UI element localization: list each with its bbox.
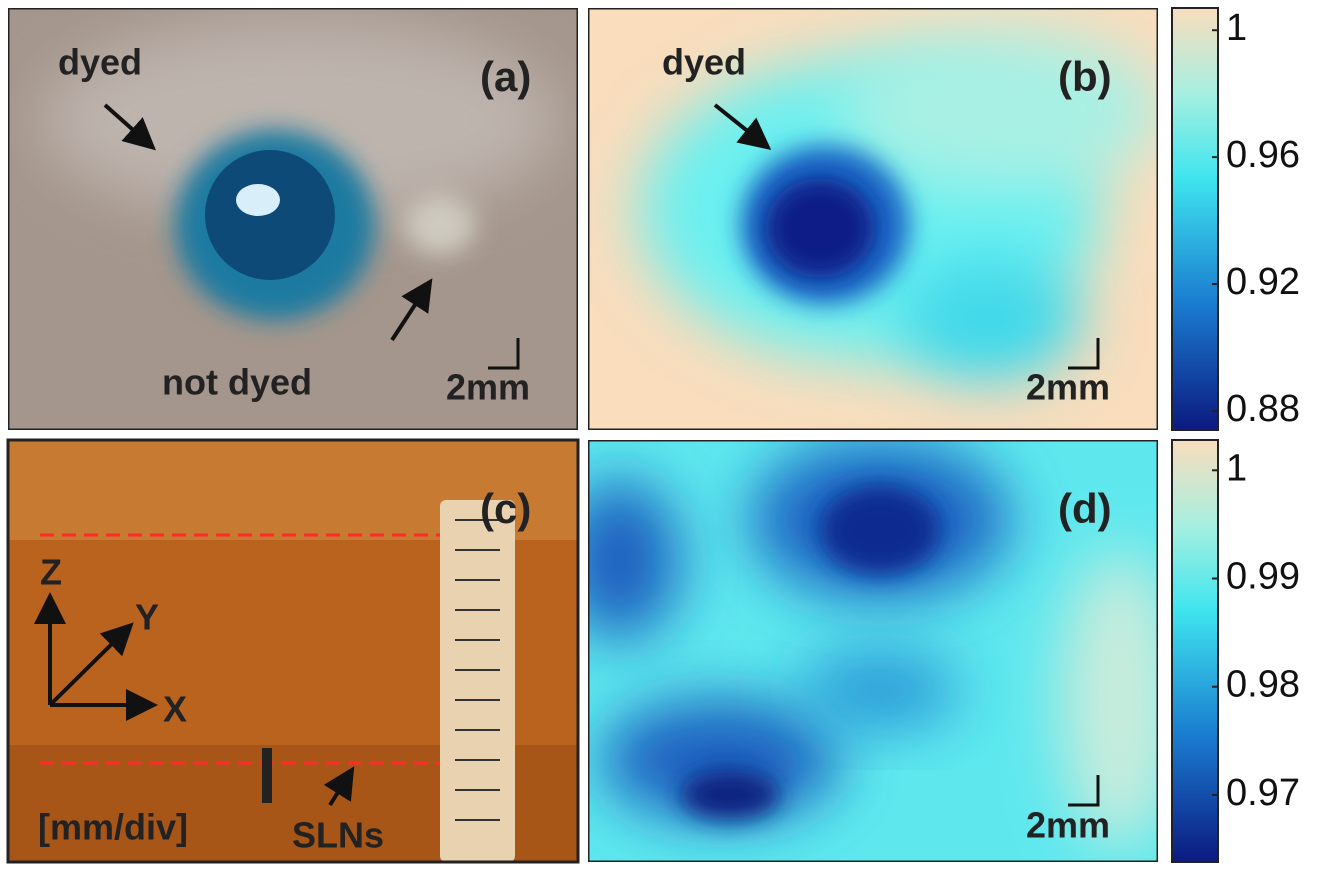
panel-label: (d) — [1058, 485, 1112, 532]
scale-bar-label: 2mm — [1026, 367, 1110, 408]
colorbar-tick-label: 0.99 — [1226, 556, 1300, 598]
annotation: dyed — [662, 42, 746, 83]
scale-bar-label: 2mm — [446, 367, 530, 408]
panel-label: (c) — [480, 485, 531, 532]
colorbar-tick-label: 0.92 — [1226, 261, 1300, 303]
panel-label: (a) — [480, 53, 531, 100]
annotation: [mm/div] — [38, 807, 188, 848]
colorbar — [1172, 8, 1218, 430]
axis-label: X — [163, 689, 187, 730]
axis-label: Z — [40, 552, 62, 593]
figure: (a) dyed not dyed 2mm (b) dyed 2mm (c) Z… — [0, 0, 1340, 871]
annotation: dyed — [58, 42, 142, 83]
scale-bar-label: 2mm — [1026, 805, 1110, 846]
colorbar-tick-label: 0.97 — [1226, 772, 1300, 814]
colorbars: 1 0.96 0.92 0.88 1 0.99 0.98 0.97 — [1172, 7, 1300, 862]
axis-label: Y — [135, 597, 159, 638]
annotation: SLNs — [292, 815, 384, 856]
colorbar-tick-label: 0.96 — [1226, 134, 1300, 176]
colorbar-tick-label: 0.88 — [1226, 388, 1300, 430]
colorbar — [1172, 440, 1218, 862]
colorbar-tick-label: 1 — [1226, 7, 1247, 49]
colorbar-tick-label: 0.98 — [1226, 664, 1300, 706]
colorbar-tick-label: 1 — [1226, 447, 1247, 489]
annotation: not dyed — [162, 362, 312, 403]
panel-label: (b) — [1058, 53, 1112, 100]
